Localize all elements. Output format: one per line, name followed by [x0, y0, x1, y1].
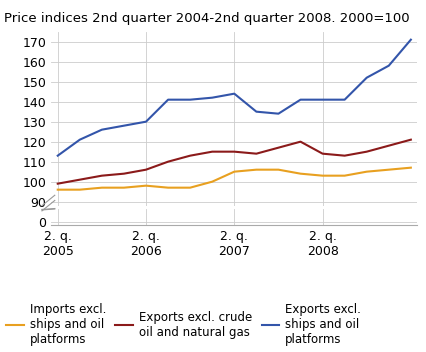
- Imports excl.
ships and oil
platforms: [187, 186, 193, 190]
- Exports excl.
ships and oil
platforms: [342, 98, 347, 102]
- Imports excl.
ships and oil
platforms: [121, 186, 127, 190]
- Imports excl.
ships and oil
platforms: [55, 188, 60, 192]
- Imports excl.
ships and oil
platforms: [210, 180, 215, 184]
- Exports excl. crude
oil and natural gas: [408, 138, 413, 142]
- Exports excl.
ships and oil
platforms: [276, 112, 281, 116]
- Imports excl.
ships and oil
platforms: [254, 168, 259, 172]
- Exports excl. crude
oil and natural gas: [99, 174, 104, 178]
- Imports excl.
ships and oil
platforms: [386, 168, 391, 172]
- Imports excl.
ships and oil
platforms: [276, 168, 281, 172]
- Imports excl.
ships and oil
platforms: [364, 170, 369, 174]
- Exports excl.
ships and oil
platforms: [55, 153, 60, 158]
- Exports excl.
ships and oil
platforms: [386, 64, 391, 68]
- Imports excl.
ships and oil
platforms: [320, 174, 325, 178]
- Exports excl.
ships and oil
platforms: [77, 138, 82, 142]
- Exports excl. crude
oil and natural gas: [364, 150, 369, 154]
- Exports excl. crude
oil and natural gas: [144, 168, 149, 172]
- Exports excl.
ships and oil
platforms: [254, 109, 259, 114]
- Exports excl. crude
oil and natural gas: [342, 153, 347, 158]
- Exports excl.
ships and oil
platforms: [298, 98, 303, 102]
- Line: Exports excl. crude
oil and natural gas: Exports excl. crude oil and natural gas: [58, 140, 411, 184]
- Exports excl.
ships and oil
platforms: [364, 76, 369, 80]
- Exports excl.
ships and oil
platforms: [232, 92, 237, 96]
- Exports excl.
ships and oil
platforms: [187, 98, 193, 102]
- Imports excl.
ships and oil
platforms: [166, 186, 171, 190]
- Exports excl. crude
oil and natural gas: [232, 150, 237, 154]
- Imports excl.
ships and oil
platforms: [77, 188, 82, 192]
- Imports excl.
ships and oil
platforms: [232, 170, 237, 174]
- Text: Price indices 2nd quarter 2004-2nd quarter 2008. 2000=100: Price indices 2nd quarter 2004-2nd quart…: [4, 12, 410, 25]
- Exports excl. crude
oil and natural gas: [386, 144, 391, 148]
- Exports excl.
ships and oil
platforms: [320, 98, 325, 102]
- Exports excl.
ships and oil
platforms: [144, 120, 149, 124]
- Exports excl.
ships and oil
platforms: [166, 98, 171, 102]
- Exports excl. crude
oil and natural gas: [320, 152, 325, 156]
- Exports excl. crude
oil and natural gas: [254, 152, 259, 156]
- Exports excl. crude
oil and natural gas: [77, 177, 82, 182]
- Exports excl. crude
oil and natural gas: [55, 182, 60, 186]
- Exports excl. crude
oil and natural gas: [166, 159, 171, 164]
- Exports excl. crude
oil and natural gas: [187, 153, 193, 158]
- Legend: Imports excl.
ships and oil
platforms, Exports excl. crude
oil and natural gas, : Imports excl. ships and oil platforms, E…: [6, 303, 361, 346]
- Imports excl.
ships and oil
platforms: [99, 186, 104, 190]
- Exports excl.
ships and oil
platforms: [408, 38, 413, 42]
- Imports excl.
ships and oil
platforms: [408, 165, 413, 170]
- Exports excl.
ships and oil
platforms: [210, 95, 215, 100]
- Line: Exports excl.
ships and oil
platforms: Exports excl. ships and oil platforms: [58, 40, 411, 156]
- Exports excl. crude
oil and natural gas: [210, 150, 215, 154]
- Exports excl.
ships and oil
platforms: [121, 124, 127, 128]
- Exports excl. crude
oil and natural gas: [298, 139, 303, 144]
- Imports excl.
ships and oil
platforms: [342, 174, 347, 178]
- Line: Imports excl.
ships and oil
platforms: Imports excl. ships and oil platforms: [58, 168, 411, 190]
- Exports excl. crude
oil and natural gas: [276, 146, 281, 150]
- Imports excl.
ships and oil
platforms: [144, 183, 149, 188]
- Imports excl.
ships and oil
platforms: [298, 171, 303, 176]
- Exports excl. crude
oil and natural gas: [121, 171, 127, 176]
- Exports excl.
ships and oil
platforms: [99, 127, 104, 132]
